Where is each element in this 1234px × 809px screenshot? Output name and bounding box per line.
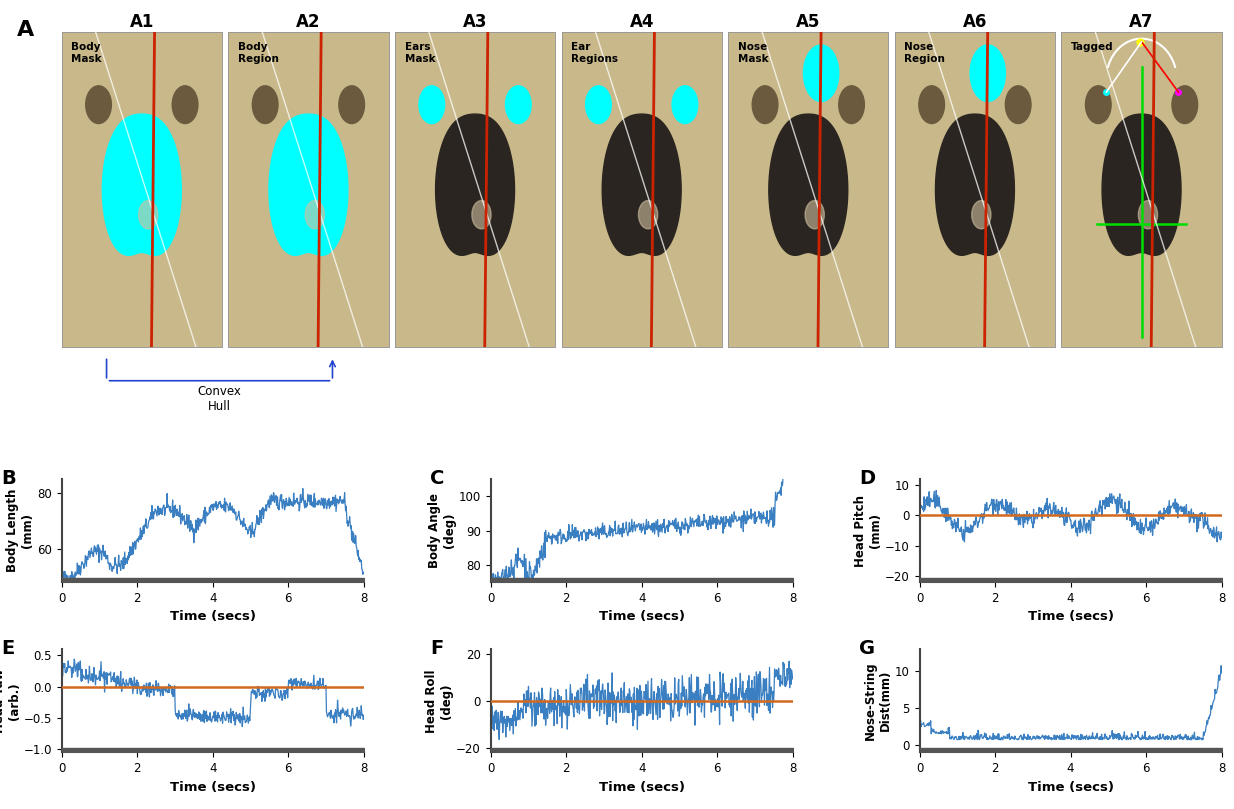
Ellipse shape (1086, 86, 1111, 124)
Y-axis label: Head Yaw
(arb.): Head Yaw (arb.) (0, 668, 21, 733)
Title: A7: A7 (1129, 13, 1154, 31)
X-axis label: Time (secs): Time (secs) (170, 781, 255, 794)
Ellipse shape (339, 86, 364, 124)
Text: C: C (431, 468, 444, 488)
Ellipse shape (506, 86, 531, 124)
Y-axis label: Head Pitch
(mm): Head Pitch (mm) (854, 494, 882, 566)
Polygon shape (602, 114, 681, 256)
X-axis label: Time (secs): Time (secs) (1028, 611, 1113, 624)
Text: A: A (17, 20, 35, 40)
Ellipse shape (839, 86, 864, 124)
Text: Ears
Mask: Ears Mask (405, 42, 436, 64)
Ellipse shape (471, 201, 491, 229)
Ellipse shape (753, 86, 777, 124)
Ellipse shape (1138, 201, 1157, 229)
Text: Ear
Regions: Ear Regions (571, 42, 618, 64)
Ellipse shape (253, 86, 278, 124)
Title: A5: A5 (796, 13, 821, 31)
Text: Body
Region: Body Region (238, 42, 279, 64)
Ellipse shape (803, 45, 839, 101)
X-axis label: Time (secs): Time (secs) (598, 781, 685, 794)
Polygon shape (1102, 114, 1181, 256)
Polygon shape (102, 114, 181, 256)
Text: Nose
Region: Nose Region (905, 42, 945, 64)
X-axis label: Time (secs): Time (secs) (598, 611, 685, 624)
Ellipse shape (673, 86, 697, 124)
Text: D: D (859, 468, 875, 488)
Ellipse shape (971, 201, 991, 229)
Text: G: G (859, 639, 875, 658)
X-axis label: Time (secs): Time (secs) (170, 611, 255, 624)
Ellipse shape (970, 45, 1006, 101)
Ellipse shape (173, 86, 197, 124)
Ellipse shape (138, 201, 158, 229)
Text: F: F (431, 639, 443, 658)
Ellipse shape (586, 86, 611, 124)
Y-axis label: Nose-String
Dist(mm): Nose-String Dist(mm) (864, 662, 892, 740)
Text: Body
Mask: Body Mask (72, 42, 102, 64)
Polygon shape (436, 114, 515, 256)
Y-axis label: Body Length
(mm): Body Length (mm) (6, 489, 35, 572)
Ellipse shape (638, 201, 658, 229)
Title: A2: A2 (296, 13, 321, 31)
Ellipse shape (1006, 86, 1030, 124)
Polygon shape (935, 114, 1014, 256)
Polygon shape (269, 114, 348, 256)
Ellipse shape (1172, 86, 1198, 124)
Text: Convex
Hull: Convex Hull (197, 385, 242, 413)
Title: A4: A4 (629, 13, 654, 31)
Text: Nose
Mask: Nose Mask (738, 42, 769, 64)
Ellipse shape (85, 86, 111, 124)
Ellipse shape (420, 86, 444, 124)
Y-axis label: Head Roll
(deg): Head Roll (deg) (426, 669, 453, 732)
Ellipse shape (305, 201, 325, 229)
Ellipse shape (919, 86, 944, 124)
Title: A1: A1 (130, 13, 154, 31)
Title: A3: A3 (463, 13, 487, 31)
Text: Tagged: Tagged (1071, 42, 1113, 52)
Title: A6: A6 (963, 13, 987, 31)
X-axis label: Time (secs): Time (secs) (1028, 781, 1113, 794)
Y-axis label: Body Angle
(deg): Body Angle (deg) (428, 493, 455, 568)
Polygon shape (769, 114, 848, 256)
Text: E: E (1, 639, 15, 658)
Ellipse shape (805, 201, 824, 229)
Text: B: B (1, 468, 16, 488)
